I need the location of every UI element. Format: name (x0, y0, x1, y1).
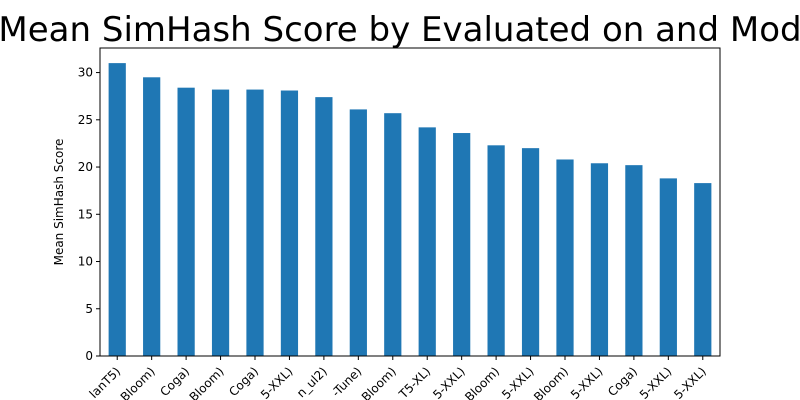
bar (590, 163, 609, 356)
y-tick-label: 25 (78, 113, 93, 127)
bar (246, 89, 264, 356)
bar (143, 77, 161, 357)
bar (177, 87, 195, 357)
bar (108, 63, 126, 356)
x-tick-label: Bloom) (118, 364, 158, 400)
bar (521, 148, 540, 356)
plot-frame (99, 47, 721, 357)
bar (280, 90, 299, 357)
bar (556, 159, 574, 356)
x-tick-label: Coga) (226, 364, 261, 399)
bar (453, 133, 471, 356)
bar (625, 165, 643, 356)
x-tick-label: T5-XL) (396, 364, 434, 400)
bar (349, 109, 367, 356)
x-tick-label: Bloom) (462, 364, 502, 400)
bar (694, 183, 712, 356)
x-tick-label: Bloom) (531, 364, 571, 400)
y-tick-label: 20 (78, 160, 93, 174)
bar (487, 145, 505, 356)
bar (211, 89, 230, 356)
x-tick-label: 5-XXL) (568, 364, 606, 400)
x-tick-label: 5-XXL) (637, 364, 675, 400)
bar (659, 178, 677, 356)
y-tick-label: 0 (85, 349, 93, 363)
x-tick-label: 5-XXL) (671, 364, 709, 400)
bar (418, 127, 436, 356)
y-tick-label: 10 (78, 255, 93, 269)
chart-title: Mean SimHash Score by Evaluated on and M… (0, 10, 800, 50)
y-axis-label: Mean SimHash Score (52, 139, 66, 266)
x-tick-label: Bloom) (359, 364, 399, 400)
x-tick-label: n_ul2) (294, 364, 330, 400)
bar (384, 113, 402, 356)
y-tick-label: 5 (85, 302, 93, 316)
x-tick-label: Coga) (605, 364, 640, 399)
x-tick-label: Bloom) (187, 364, 227, 400)
x-tick-label: 5-XXL) (258, 364, 296, 400)
y-tick-label: 30 (78, 66, 93, 80)
bar (315, 97, 333, 356)
y-tick-label: 15 (78, 207, 93, 221)
